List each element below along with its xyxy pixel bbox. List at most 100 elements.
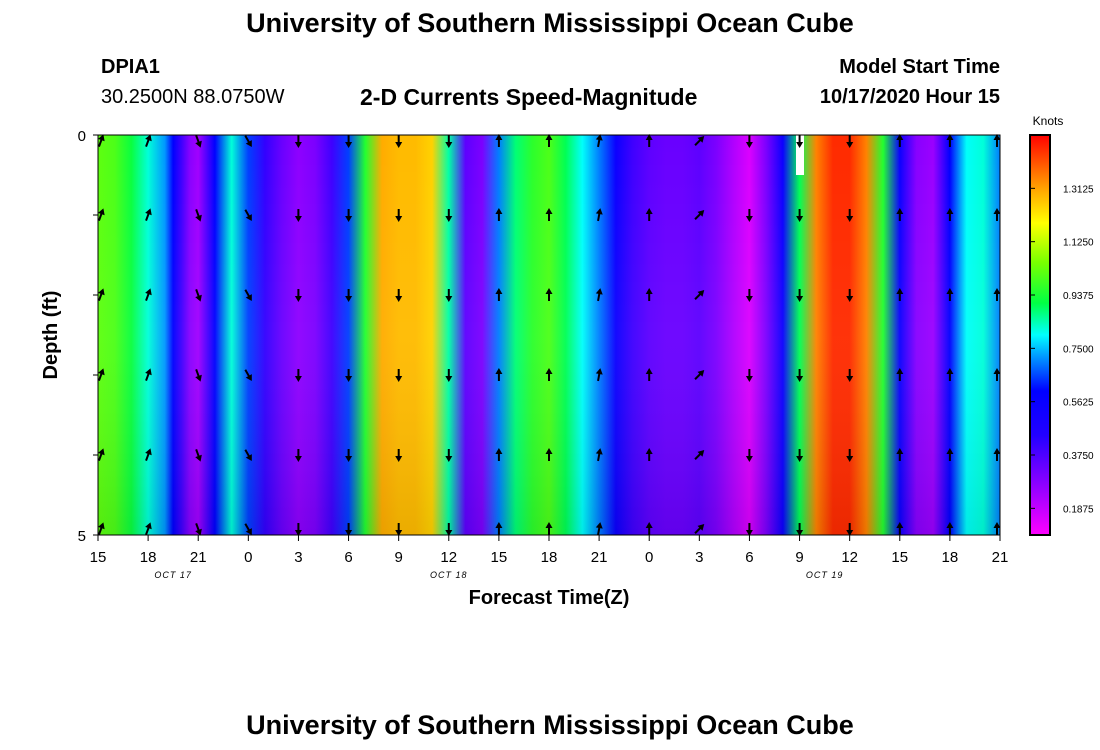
current-arrow: [495, 208, 503, 221]
current-arrow: [796, 209, 804, 222]
current-arrow: [694, 210, 705, 220]
current-arrow: [993, 368, 1001, 381]
current-arrow: [846, 135, 854, 148]
current-arrow: [545, 448, 553, 461]
x-tick-label: 18: [140, 549, 157, 566]
current-arrow: [98, 522, 105, 535]
current-arrow: [993, 522, 1001, 535]
current-arrow: [745, 449, 753, 462]
current-arrow: [896, 368, 904, 381]
colorbar-tick-label: 0.3750: [1063, 451, 1094, 462]
current-arrow: [145, 134, 152, 147]
current-arrow: [846, 523, 854, 536]
current-arrow: [796, 135, 804, 148]
current-arrow: [195, 289, 202, 302]
current-arrow: [745, 209, 753, 222]
current-arrow: [993, 134, 1001, 147]
colorbar-tick-label: 1.1250: [1063, 238, 1094, 249]
station-id: DPIA1: [101, 56, 160, 78]
current-arrow: [796, 523, 804, 536]
page-title-bottom: University of Southern Mississippi Ocean…: [246, 710, 854, 740]
current-arrow: [595, 208, 603, 222]
current-arrow: [595, 448, 603, 462]
current-arrow: [896, 208, 904, 221]
colorbar-tick-label: 0.7500: [1063, 344, 1094, 355]
current-arrow: [195, 449, 202, 462]
current-arrow: [195, 523, 202, 536]
x-tick-label: 15: [90, 549, 107, 566]
current-arrow: [545, 522, 553, 535]
current-arrow: [946, 448, 954, 461]
current-arrow: [445, 523, 453, 536]
current-arrow: [495, 522, 503, 535]
current-arrow: [645, 208, 653, 221]
current-arrow: [294, 289, 302, 302]
current-arrow: [846, 369, 854, 382]
page-title-top: University of Southern Mississippi Ocean…: [246, 8, 854, 38]
colorbar-ticks: 1.3125 1.1250 0.9375 0.7500 0.5625 0.3750 0.18…: [1030, 184, 1094, 515]
colorbar-tick-label: 0.5625: [1063, 398, 1094, 409]
current-arrow: [645, 522, 653, 535]
current-arrow: [495, 368, 503, 381]
current-arrow: [694, 370, 705, 380]
current-arrow: [145, 522, 152, 535]
current-arrow: [645, 288, 653, 301]
current-arrow: [694, 290, 705, 300]
current-arrow: [495, 448, 503, 461]
current-arrow: [694, 136, 705, 146]
current-arrow: [993, 448, 1001, 461]
current-arrow: [545, 368, 553, 381]
x-tick-label: 9: [795, 549, 803, 566]
current-arrow: [846, 289, 854, 302]
model-start-label: Model Start Time: [839, 56, 1000, 78]
current-arrow: [896, 448, 904, 461]
x-tick-label: 21: [190, 549, 207, 566]
current-arrow: [244, 523, 252, 536]
x-tick-label: 18: [942, 549, 959, 566]
station-coordinates: 30.2500N 88.0750W: [101, 86, 285, 108]
current-arrow: [846, 449, 854, 462]
date-label: OCT 19: [806, 570, 844, 580]
current-arrow: [745, 289, 753, 302]
current-arrow: [395, 135, 403, 148]
current-arrow: [495, 134, 503, 147]
current-arrow: [745, 523, 753, 536]
current-arrow: [896, 288, 904, 301]
chart-title: 2-D Currents Speed-Magnitude: [360, 84, 698, 110]
date-label: OCT 17: [154, 570, 192, 580]
current-arrow: [345, 209, 353, 222]
current-arrow: [294, 135, 302, 148]
current-arrow: [495, 288, 503, 301]
current-arrow: [445, 369, 453, 382]
x-tick-label: 15: [491, 549, 508, 566]
x-tick-label: 3: [695, 549, 703, 566]
current-arrow: [896, 134, 904, 147]
current-arrow: [244, 369, 252, 382]
current-arrow: [345, 289, 353, 302]
current-arrow: [745, 135, 753, 148]
colorbar-tick-label: 0.1875: [1063, 504, 1094, 515]
current-arrow: [645, 448, 653, 461]
x-tick-label: 21: [591, 549, 608, 566]
current-arrow: [595, 368, 603, 382]
current-arrow: [395, 369, 403, 382]
current-arrow: [946, 522, 954, 535]
current-arrow: [445, 449, 453, 462]
x-tick-label: 9: [394, 549, 402, 566]
y-axis-label: Depth (ft): [40, 291, 62, 380]
current-arrow: [796, 369, 804, 382]
colorbar-label: Knots: [1033, 114, 1064, 128]
current-arrow: [145, 288, 152, 301]
current-arrow: [745, 369, 753, 382]
x-tick-label: 15: [891, 549, 908, 566]
current-arrow: [345, 449, 353, 462]
current-arrow: [294, 209, 302, 222]
chart-axes: 15 18 21 0 3 6 9 12 15 18 21 0 3 6 9 12 15 18 21 OCT 17 OCT …: [78, 128, 1009, 580]
current-arrow: [545, 134, 553, 147]
current-arrow: [445, 209, 453, 222]
current-arrow: [145, 368, 152, 381]
current-arrow: [796, 289, 804, 302]
current-arrow: [545, 208, 553, 221]
current-arrow: [694, 450, 705, 460]
